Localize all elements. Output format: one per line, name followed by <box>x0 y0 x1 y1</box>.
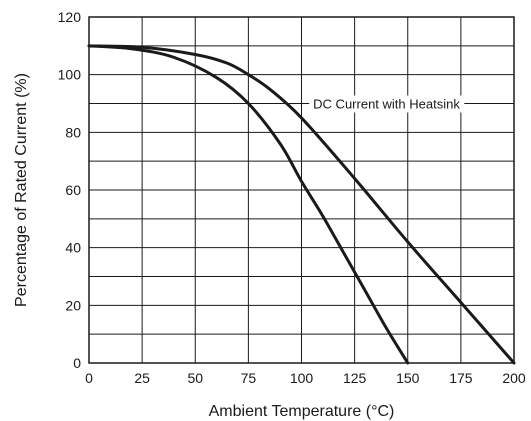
y-tick-label: 40 <box>65 240 81 256</box>
x-tick-label: 125 <box>343 370 367 386</box>
x-tick-label: 175 <box>449 370 473 386</box>
plot-frame <box>88 16 515 364</box>
y-tick-label: 100 <box>58 67 82 83</box>
y-tick-label: 0 <box>73 355 81 371</box>
y-axis-title: Percentage of Rated Current (%) <box>13 73 30 307</box>
x-tick-label: 150 <box>396 370 420 386</box>
grid <box>89 17 514 363</box>
annotations: DC Current with Heatsink <box>309 95 465 113</box>
annotation-label: DC Current with Heatsink <box>313 97 460 112</box>
x-tick-label: 200 <box>502 370 526 386</box>
x-axis-title: Ambient Temperature (°C) <box>209 403 395 420</box>
tick-labels: 0 25 50 75 100 125 150 175 200 0 20 40 60 80 100 120 <box>58 9 526 386</box>
y-tick-label: 120 <box>58 9 82 25</box>
annotation-background <box>309 95 465 113</box>
x-tick-label: 0 <box>85 370 93 386</box>
x-tick-label: 50 <box>187 370 203 386</box>
x-tick-label: 100 <box>290 370 314 386</box>
y-tick-label: 60 <box>65 182 81 198</box>
x-tick-label: 75 <box>241 370 257 386</box>
series-line-0 <box>87 44 410 365</box>
y-tick-label: 20 <box>65 297 81 313</box>
x-tick-label: 25 <box>134 370 150 386</box>
series-line-1 <box>87 44 516 365</box>
y-tick-label: 80 <box>65 124 81 140</box>
curves <box>87 44 516 365</box>
